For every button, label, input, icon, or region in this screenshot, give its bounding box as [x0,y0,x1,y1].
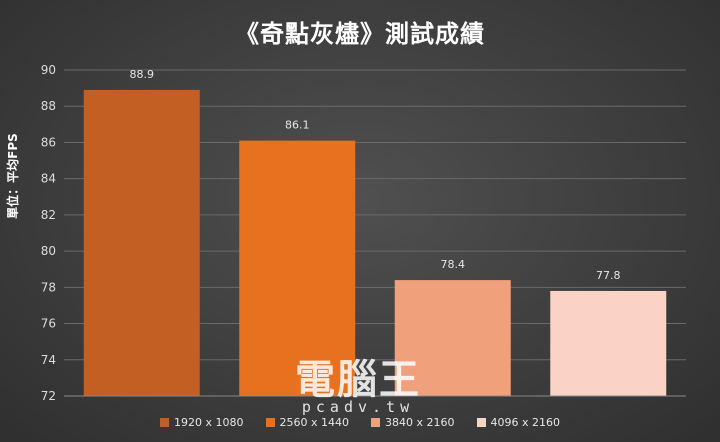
legend-label: 4096 x 2160 [490,416,561,429]
data-label: 78.4 [441,258,466,271]
y-tick-label: 76 [41,317,56,331]
legend-item: 4096 x 2160 [476,416,561,429]
y-tick-label: 78 [41,280,56,294]
legend-swatch [160,418,169,427]
watermark-url: pcadv.tw [301,398,415,416]
bar [239,140,356,396]
y-tick-label: 82 [41,208,56,222]
data-label: 86.1 [285,119,310,132]
legend-swatch [371,418,380,427]
data-label: 77.8 [596,269,621,282]
chart-title: 《奇點灰燼》測試成績 [235,20,485,48]
legend-label: 2560 x 1440 [279,416,350,429]
y-tick-label: 74 [41,353,56,367]
legend-item: 3840 x 2160 [371,416,455,429]
y-tick-label: 72 [41,389,56,403]
y-tick-label: 86 [41,135,56,149]
y-tick-label: 90 [41,63,56,77]
y-tick-label: 80 [41,244,56,258]
legend-swatch [265,418,275,427]
legend-item: 1920 x 1080 [160,416,244,429]
legend-label: 1920 x 1080 [174,416,244,429]
legend-label: 3840 x 2160 [385,416,455,429]
bar [83,89,200,396]
y-tick-label: 88 [41,99,56,113]
legend-swatch [476,418,486,427]
data-label: 88.9 [130,68,155,81]
watermark-text: 電腦王 [295,357,421,403]
bar [550,290,667,396]
watermark: 電腦王 pcadv.tw [268,358,448,416]
legend-item: 2560 x 1440 [265,416,350,429]
y-tick-label: 84 [41,172,56,186]
chart-legend: 1920 x 1080 2560 x 1440 3840 x 2160 4096 x … [0,416,720,429]
bar [394,280,511,396]
